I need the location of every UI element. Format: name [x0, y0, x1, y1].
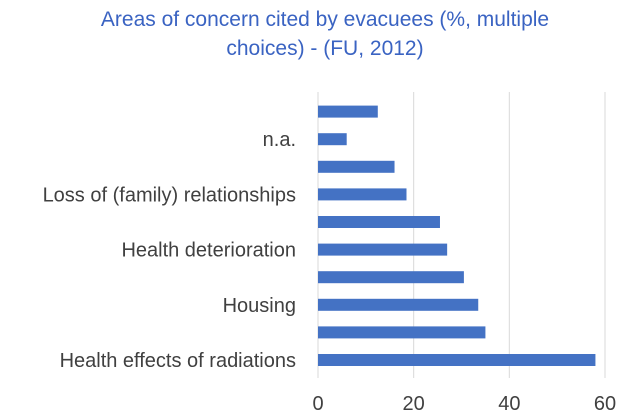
bar — [318, 216, 440, 228]
category-label: Loss of (family) relationships — [43, 184, 296, 206]
bar — [318, 354, 596, 366]
x-tick-label: 0 — [312, 393, 323, 415]
x-tick-label: 20 — [403, 393, 425, 415]
bar — [318, 243, 448, 256]
chart-title-line-2: choices) - (FU, 2012) — [226, 37, 424, 60]
bar — [318, 188, 407, 201]
category-label: Health deterioration — [121, 240, 296, 262]
category-label: Housing — [223, 295, 296, 317]
x-tick-label: 60 — [594, 393, 616, 415]
bar — [318, 271, 464, 284]
bar — [318, 326, 486, 339]
bar — [318, 160, 395, 173]
x-tick-label: 40 — [498, 393, 520, 415]
bar — [318, 133, 347, 146]
bar — [318, 298, 479, 311]
category-label: n.a. — [263, 129, 296, 151]
chart-title-line-1: Areas of concern cited by evacuees (%, m… — [100, 8, 550, 31]
bar — [318, 105, 378, 118]
category-label: Health effects of radiations — [60, 350, 296, 372]
